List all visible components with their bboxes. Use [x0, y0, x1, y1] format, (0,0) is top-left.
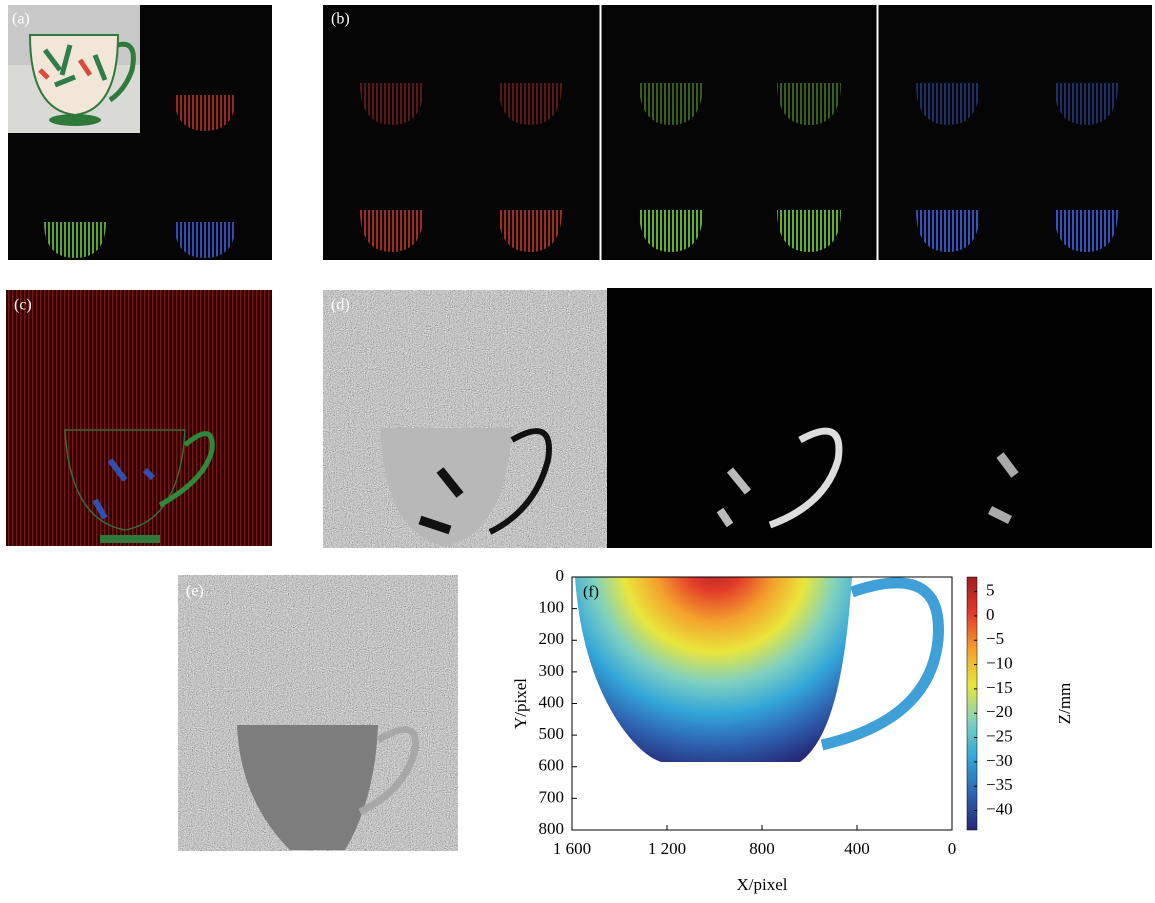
- y-tick-label: 0: [556, 566, 565, 585]
- panel-b: [323, 5, 1152, 260]
- colorbar-tick-label: −40: [986, 799, 1013, 818]
- chart-f: (f) 1 600 1 200 800 400 0 0 100 200 300 400 500 600…: [511, 566, 1074, 894]
- x-tick-label: 1 200: [648, 839, 686, 858]
- figure: (f) 1 600 1 200 800 400 0 0 100 200 300 400 500 600…: [0, 0, 1155, 898]
- y-tick-label: 200: [539, 629, 565, 648]
- panel-label: (c): [14, 297, 32, 314]
- panel-c: [6, 290, 272, 546]
- y-tick-label: 400: [539, 692, 565, 711]
- colorbar-tick-label: 0: [986, 605, 995, 624]
- panel-d-masks: [607, 288, 1152, 548]
- colorbar-tick-label: −25: [986, 726, 1013, 745]
- y-tick-label: 300: [539, 661, 565, 680]
- y-tick-label: 100: [539, 598, 565, 617]
- panel-label: (b): [331, 11, 350, 28]
- x-axis-label: X/pixel: [737, 875, 788, 894]
- y-tick-label: 700: [539, 787, 565, 806]
- colorbar: [967, 577, 977, 830]
- x-tick-label: 0: [948, 839, 957, 858]
- colorbar-tick-label: −35: [986, 775, 1013, 794]
- panel-label: (a): [12, 11, 30, 28]
- colorbar-label: Z/mm: [1055, 683, 1074, 725]
- y-axis-label: Y/pixel: [511, 678, 530, 729]
- colorbar-tick-label: 5: [986, 581, 995, 600]
- panel-label: (d): [331, 297, 350, 314]
- panel-label: (f): [583, 584, 599, 601]
- x-tick-label: 400: [844, 839, 870, 858]
- panel-label: (e): [186, 583, 204, 600]
- colorbar-tick-label: −5: [986, 629, 1004, 648]
- colorbar-tick-label: −30: [986, 751, 1013, 770]
- fringe-base: [100, 535, 160, 543]
- y-tick-label: 800: [539, 819, 565, 838]
- colorbar-tick-label: −10: [986, 653, 1013, 672]
- colorbar-tick-label: −20: [986, 702, 1013, 721]
- y-tick-label: 500: [539, 724, 565, 743]
- photo-base: [49, 114, 101, 126]
- y-tick-label: 600: [539, 756, 565, 775]
- x-tick-label: 800: [749, 839, 775, 858]
- colorbar-tick-label: −15: [986, 678, 1013, 697]
- x-tick-label: 1 600: [553, 839, 591, 858]
